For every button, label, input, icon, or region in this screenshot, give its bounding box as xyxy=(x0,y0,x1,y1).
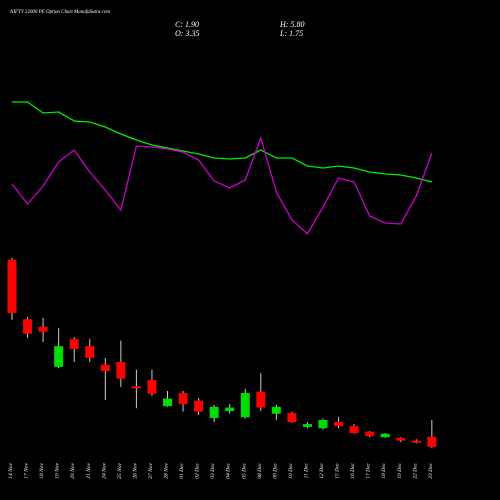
readout-open: O: 3.35 xyxy=(175,29,199,38)
x-tick-label: 24 Nov xyxy=(100,462,107,478)
x-tick-label: 01 Dec xyxy=(179,462,185,478)
x-tick-label: 18 Nov xyxy=(39,462,45,478)
x-tick-label: 23 Dec xyxy=(428,462,434,478)
candle-body xyxy=(116,362,126,379)
chart-title: NIFTY 22000 PE Option Chart ManafaSutra.… xyxy=(9,10,110,15)
candle-body xyxy=(38,326,48,332)
indicator-line xyxy=(11,135,433,236)
x-tick-label: 05 Dec xyxy=(241,462,247,478)
candle-body xyxy=(7,259,17,314)
readout-high: H: 5.80 xyxy=(279,20,304,29)
x-tick-label: 04 Dec xyxy=(225,462,232,478)
candle-body xyxy=(131,386,141,389)
x-tick-label: 21 Nov xyxy=(86,462,92,478)
candle-body xyxy=(194,400,204,412)
candle-body xyxy=(209,406,219,418)
indicator-line xyxy=(12,101,433,183)
x-tick-label: 15 Dec xyxy=(335,462,341,478)
x-tick-label: 12 Dec xyxy=(319,462,325,478)
candle-body xyxy=(178,393,188,405)
x-tick-label: 16 Dec xyxy=(350,462,356,478)
x-tick-label: 19 Nov xyxy=(55,462,61,478)
candle-body xyxy=(225,407,235,412)
candle-body xyxy=(302,424,312,427)
candle-body xyxy=(396,437,406,441)
candle-body xyxy=(54,346,64,367)
candle-body xyxy=(411,440,421,443)
candle-body xyxy=(380,433,390,438)
x-tick-label: 03 Dec xyxy=(210,462,216,478)
x-tick-label: 11 Dec xyxy=(303,462,309,478)
candle-body xyxy=(427,436,437,447)
candle-body xyxy=(69,339,79,349)
x-tick-label: 22 Dec xyxy=(412,462,418,478)
x-tick-label: 18 Dec xyxy=(381,462,387,478)
candle-body xyxy=(318,419,328,429)
candle-body xyxy=(85,346,95,358)
candle-body xyxy=(240,393,250,418)
x-tick-label: 17 Nov xyxy=(24,462,30,478)
candle-body xyxy=(100,364,110,371)
x-tick-label: 09 Dec xyxy=(272,462,278,478)
candle-body xyxy=(256,391,266,408)
candle-body xyxy=(334,422,344,427)
x-tick-label: 14 Nov xyxy=(7,462,14,478)
candle-body xyxy=(163,398,172,407)
x-tick-label: 10 Dec xyxy=(288,462,294,478)
x-tick-label: 08 Dec xyxy=(257,462,263,478)
readout-close: C: 1.90 xyxy=(175,20,199,29)
x-tick-label: 27 Nov xyxy=(148,462,154,478)
candle-body xyxy=(147,379,157,394)
candle-body xyxy=(349,426,359,434)
candle-body xyxy=(287,413,297,423)
x-tick-label: 25 Nov xyxy=(117,462,123,478)
x-tick-label: 02 Dec xyxy=(195,462,201,478)
candle-body xyxy=(365,431,375,436)
readout-low: L: 1.75 xyxy=(279,29,303,38)
x-tick-label: 19 Dec xyxy=(397,462,403,478)
x-tick-label: 26 Nov xyxy=(132,462,138,478)
x-tick-label: 20 Nov xyxy=(70,462,76,478)
x-tick-label: 17 Dec xyxy=(366,462,372,478)
candle-body xyxy=(23,319,33,334)
candle-body xyxy=(271,406,281,414)
x-tick-label: 28 Nov xyxy=(164,462,170,478)
